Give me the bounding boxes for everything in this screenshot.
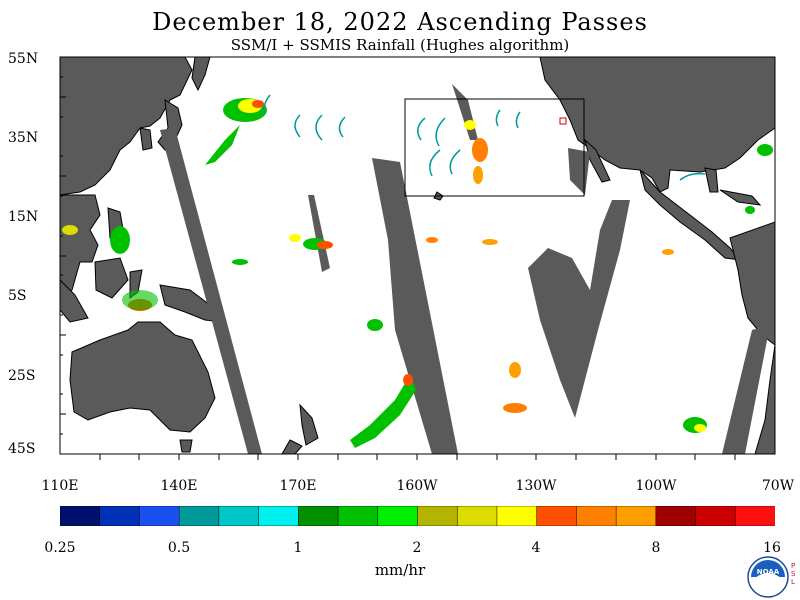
chart-title: December 18, 2022 Ascending Passes <box>152 8 648 36</box>
rain-patches <box>62 98 773 448</box>
chart-subtitle: SSM/I + SSMIS Rainfall (Hughes algorithm… <box>230 36 570 54</box>
lat-ticks <box>60 76 66 435</box>
color-swatch <box>496 506 538 526</box>
color-scale-bar <box>60 506 775 526</box>
color-swatch <box>377 506 419 526</box>
lon-ticks <box>99 454 736 460</box>
lat-label: 25S <box>8 368 36 384</box>
rain-itcz <box>232 234 674 265</box>
unit-label: mm/hr <box>374 561 426 579</box>
lon-label: 70W <box>761 478 795 494</box>
color-swatch <box>178 506 220 526</box>
scale-label: 0.5 <box>167 540 191 556</box>
rain-nw-pacific <box>205 98 267 165</box>
scale-label: 0.25 <box>44 540 76 556</box>
color-swatch <box>218 506 260 526</box>
color-swatch <box>99 506 141 526</box>
land-masses <box>60 57 775 454</box>
lon-label: 140E <box>160 478 198 494</box>
color-swatch <box>298 506 339 526</box>
color-swatch <box>139 506 180 526</box>
color-swatch <box>60 506 101 526</box>
color-swatch <box>695 506 737 526</box>
rain-maritime <box>62 225 158 311</box>
color-swatch <box>615 506 657 526</box>
scale-label: 16 <box>763 540 781 556</box>
lon-label: 170E <box>279 478 317 494</box>
color-swatch <box>576 506 617 526</box>
scale-label: 8 <box>651 540 661 556</box>
color-swatch <box>337 506 379 526</box>
color-swatch <box>417 506 458 526</box>
rain-spcz <box>350 319 707 448</box>
lat-label: 35N <box>8 130 39 146</box>
region-box <box>404 98 585 197</box>
noaa-logo-text: NOAA <box>757 568 780 576</box>
rain-caribbean <box>745 144 773 214</box>
lat-label: 55N <box>8 51 39 67</box>
color-swatch <box>258 506 300 526</box>
lat-label: 5S <box>8 288 27 304</box>
scale-label: 1 <box>293 540 303 556</box>
lon-label: 100W <box>635 478 677 494</box>
scale-label: 2 <box>412 540 422 556</box>
lat-label: 45S <box>8 441 36 457</box>
lon-label: 130W <box>515 478 557 494</box>
rain-hawaii-band <box>464 120 488 184</box>
swath-arcs <box>262 94 706 181</box>
noaa-logo: NOAA <box>747 556 789 598</box>
scale-label: 4 <box>531 540 541 556</box>
lat-label: 15N <box>8 209 39 225</box>
color-swatch <box>536 506 578 526</box>
lon-label: 160W <box>396 478 438 494</box>
location-marker <box>559 117 567 125</box>
lon-label: 110E <box>41 478 79 494</box>
color-swatch <box>456 506 498 526</box>
color-swatch <box>735 506 775 526</box>
color-swatch <box>655 506 697 526</box>
